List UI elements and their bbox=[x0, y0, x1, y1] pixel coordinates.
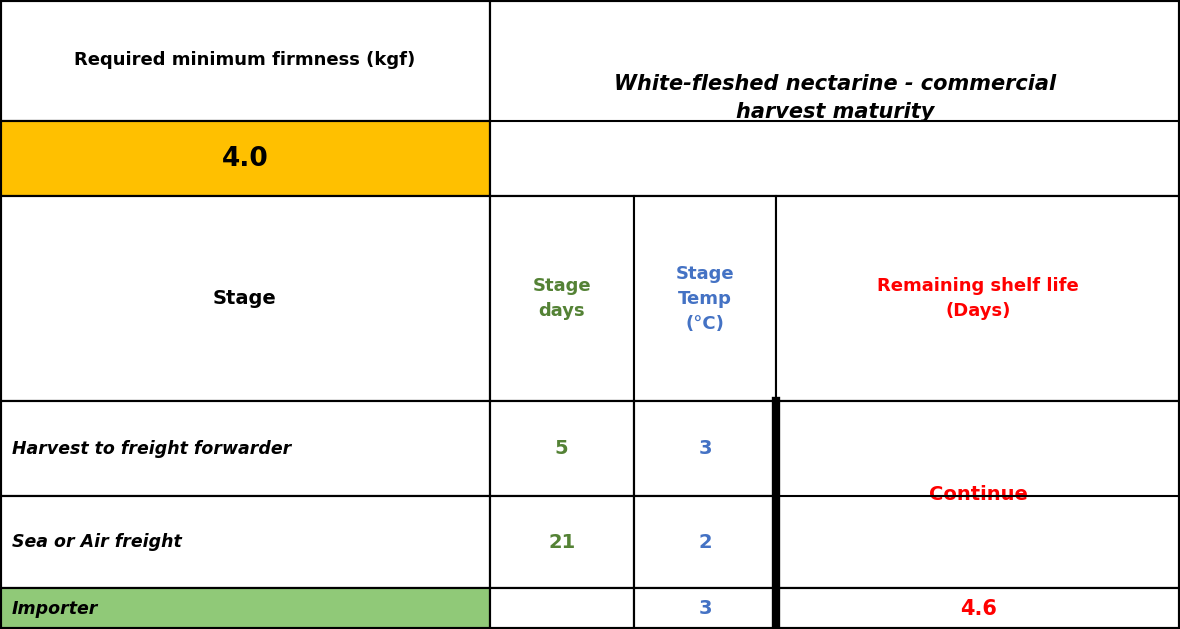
Bar bbox=[0, 121, 490, 196]
Text: Remaining shelf life
(Days): Remaining shelf life (Days) bbox=[878, 277, 1079, 320]
Bar bbox=[0, 496, 490, 588]
Bar bbox=[776, 401, 1180, 588]
Bar bbox=[0, 588, 490, 629]
Text: Stage
days: Stage days bbox=[532, 277, 591, 320]
Bar bbox=[634, 401, 776, 496]
Bar bbox=[490, 196, 634, 401]
Text: Stage
Temp
(°C): Stage Temp (°C) bbox=[676, 265, 734, 333]
Bar bbox=[490, 588, 634, 629]
Bar bbox=[0, 401, 490, 496]
Bar bbox=[490, 496, 634, 588]
Bar bbox=[776, 588, 1180, 629]
Text: White-fleshed nectarine - commercial
harvest maturity: White-fleshed nectarine - commercial har… bbox=[614, 74, 1056, 122]
Text: Continue: Continue bbox=[929, 485, 1028, 504]
Bar bbox=[490, 401, 634, 496]
Text: 2: 2 bbox=[699, 533, 712, 552]
Text: Harvest to freight forwarder: Harvest to freight forwarder bbox=[12, 440, 291, 458]
Bar bbox=[776, 196, 1180, 401]
Text: 5: 5 bbox=[555, 439, 569, 459]
Text: Required minimum firmness (kgf): Required minimum firmness (kgf) bbox=[74, 52, 415, 69]
Bar bbox=[634, 196, 776, 401]
Text: 3: 3 bbox=[699, 439, 712, 459]
Text: Importer: Importer bbox=[12, 599, 98, 618]
Text: 3: 3 bbox=[699, 599, 712, 618]
Bar bbox=[490, 0, 1180, 196]
Bar bbox=[634, 588, 776, 629]
Text: Sea or Air freight: Sea or Air freight bbox=[12, 533, 182, 551]
Text: Stage: Stage bbox=[212, 289, 277, 308]
Bar bbox=[634, 496, 776, 588]
Bar bbox=[0, 196, 490, 401]
Text: 21: 21 bbox=[548, 533, 576, 552]
Text: 4.6: 4.6 bbox=[959, 599, 997, 618]
Bar bbox=[0, 0, 490, 121]
Text: 4.0: 4.0 bbox=[222, 145, 268, 172]
